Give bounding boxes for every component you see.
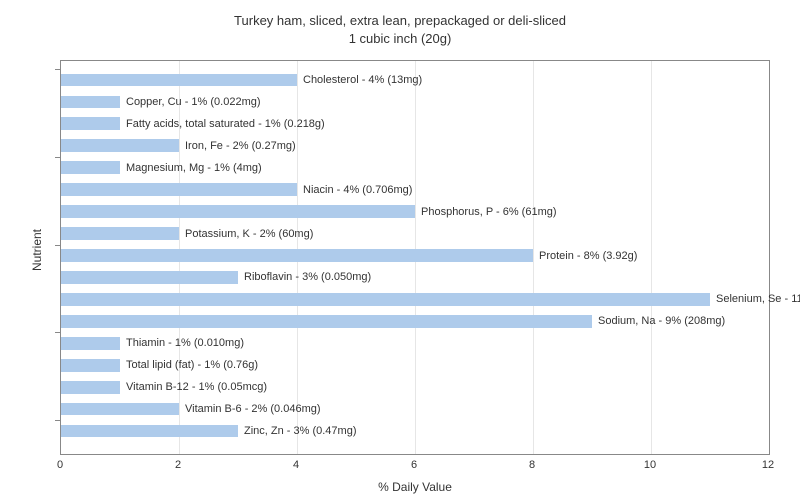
x-tick-label: 10 xyxy=(644,459,656,471)
title-line-2: 1 cubic inch (20g) xyxy=(349,31,452,46)
chart-title: Turkey ham, sliced, extra lean, prepacka… xyxy=(0,12,800,47)
y-tick xyxy=(55,157,61,158)
x-tick-label: 4 xyxy=(293,459,299,471)
y-tick xyxy=(55,69,61,70)
x-tick-label: 12 xyxy=(762,459,774,471)
y-tick xyxy=(55,420,61,421)
y-axis-label: Nutrient xyxy=(30,229,44,271)
title-line-1: Turkey ham, sliced, extra lean, prepacka… xyxy=(234,13,566,28)
y-ticks xyxy=(61,61,769,454)
plot-area: Cholesterol - 4% (13mg)Copper, Cu - 1% (… xyxy=(60,60,770,455)
x-tick-label: 6 xyxy=(411,459,417,471)
x-tick-label: 8 xyxy=(529,459,535,471)
y-tick xyxy=(55,245,61,246)
x-axis-label: % Daily Value xyxy=(60,480,770,494)
x-tick-label: 2 xyxy=(175,459,181,471)
x-tick-label: 0 xyxy=(57,459,63,471)
y-tick xyxy=(55,332,61,333)
chart-container: Turkey ham, sliced, extra lean, prepacka… xyxy=(0,0,800,500)
